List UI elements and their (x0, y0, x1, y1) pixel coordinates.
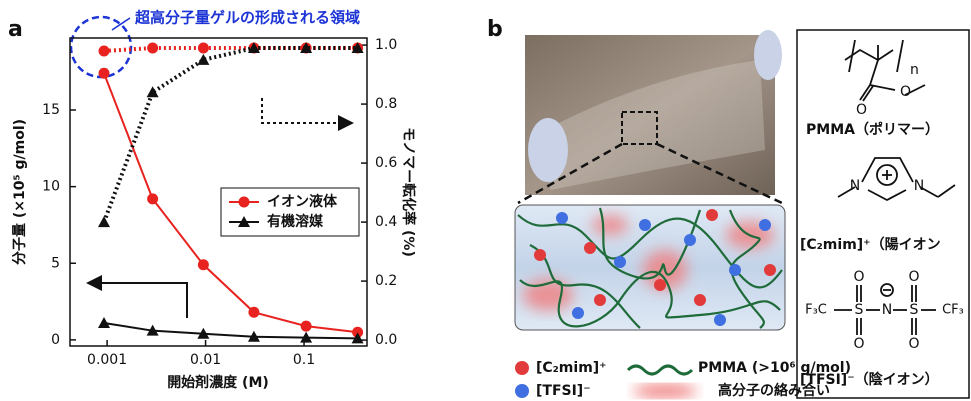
point (351, 332, 364, 344)
anion-structure (834, 283, 936, 335)
point (197, 259, 209, 271)
structure-box (796, 29, 970, 399)
pmma-structure (844, 39, 926, 102)
polymer-chains (517, 207, 783, 329)
legend-label: PMMA (>10⁶ g/mol) (698, 360, 851, 376)
photo (525, 35, 775, 195)
point (97, 317, 110, 329)
y2-tick-label: 0.4 (375, 214, 397, 230)
point (300, 42, 313, 54)
legend-label: 高分子の絡み合い (718, 382, 830, 399)
legend-box (220, 187, 360, 237)
point (97, 216, 110, 228)
point (247, 330, 260, 342)
point (147, 42, 159, 54)
series-line (103, 72, 358, 334)
structure-name: PMMA（ポリマー） (806, 121, 939, 138)
structure-name: [C₂mim]⁺（陽イオン (800, 236, 941, 253)
y-axis-label: 分子量 (×10⁵ g/mol) (12, 119, 28, 265)
point (197, 327, 210, 339)
point (351, 42, 364, 54)
y2-tick-label: 0.6 (375, 155, 397, 171)
atom-label: O (856, 102, 867, 118)
point (352, 326, 364, 338)
arrow-left-axis (86, 275, 188, 318)
zoom-square (621, 111, 658, 145)
x-tick-label: 0.1 (293, 352, 315, 368)
ions (534, 209, 776, 326)
point (197, 53, 210, 65)
atom-label: O (853, 269, 864, 285)
annotation-pointer (111, 17, 131, 31)
y2-tick-label: 0.0 (375, 332, 397, 348)
atom-label: S (855, 302, 864, 318)
y-tick-label: 0 (51, 332, 60, 348)
legend-label: [C₂mim]⁺ (536, 360, 607, 376)
structure-name: [TFSI]⁻（陰イオン） (800, 371, 939, 388)
point (146, 86, 159, 98)
y2-tick-label: 0.8 (375, 96, 397, 112)
panel-b-legend: [C₂mim]⁺ [TFSI]⁻ PMMA (>10⁶ g/mol) 高分子の絡… (515, 360, 851, 399)
y-tick-label: 10 (42, 179, 60, 195)
legend-label: [TFSI]⁻ (536, 383, 591, 399)
atom-label: n (910, 62, 919, 78)
atom-label: O (908, 336, 919, 352)
legend-label: 有機溶媒 (267, 213, 324, 230)
gel-film (545, 60, 765, 190)
x-tick-label: 0.01 (190, 352, 221, 368)
y-tick-label: 15 (42, 102, 60, 118)
entanglement-icon (633, 384, 697, 398)
point (146, 324, 159, 336)
point (147, 193, 159, 205)
series-line (103, 322, 358, 340)
x-axis-label: 開始剤濃度 (M) (167, 374, 269, 391)
glove (528, 118, 568, 182)
zoom-line (656, 142, 783, 205)
arrow-right-axis (261, 98, 354, 131)
panel-label: b (487, 17, 503, 42)
point (197, 42, 209, 54)
atom-label: N (882, 302, 892, 318)
y-tick-label: 5 (51, 255, 60, 271)
zoom-line (517, 142, 623, 205)
annotation: 超高分子量ゲルの形成される領域 (134, 9, 360, 27)
y2-tick-label: 0.2 (375, 273, 397, 289)
series-line (102, 46, 358, 223)
point (248, 306, 260, 318)
glove (754, 30, 782, 80)
atom-label: O (908, 269, 919, 285)
atom-label: N (914, 178, 924, 194)
atom-label: CF₃ (942, 303, 964, 318)
point (300, 331, 313, 343)
chain-icon (626, 364, 694, 376)
x-tick-label: 0.001 (87, 352, 127, 368)
point (300, 320, 312, 332)
point (98, 67, 110, 79)
legend-marker (238, 216, 250, 227)
point (98, 45, 110, 57)
legend-label: イオン液体 (267, 193, 338, 210)
y2-axis-label: モノマー転化率 (%) (400, 127, 417, 257)
atom-label: O (900, 84, 911, 100)
anion-icon (515, 384, 529, 398)
atom-label: F₃C (805, 303, 827, 318)
panel-label: a (8, 17, 23, 42)
atom-label: N (850, 178, 860, 194)
cation-structure (837, 157, 956, 202)
point (247, 42, 260, 54)
y2-tick-label: 1.0 (375, 37, 397, 53)
atom-label: S (910, 302, 919, 318)
legend-marker (238, 196, 250, 208)
cation-icon (515, 361, 529, 375)
atom-label: O (853, 336, 864, 352)
plot-frame (69, 37, 368, 347)
